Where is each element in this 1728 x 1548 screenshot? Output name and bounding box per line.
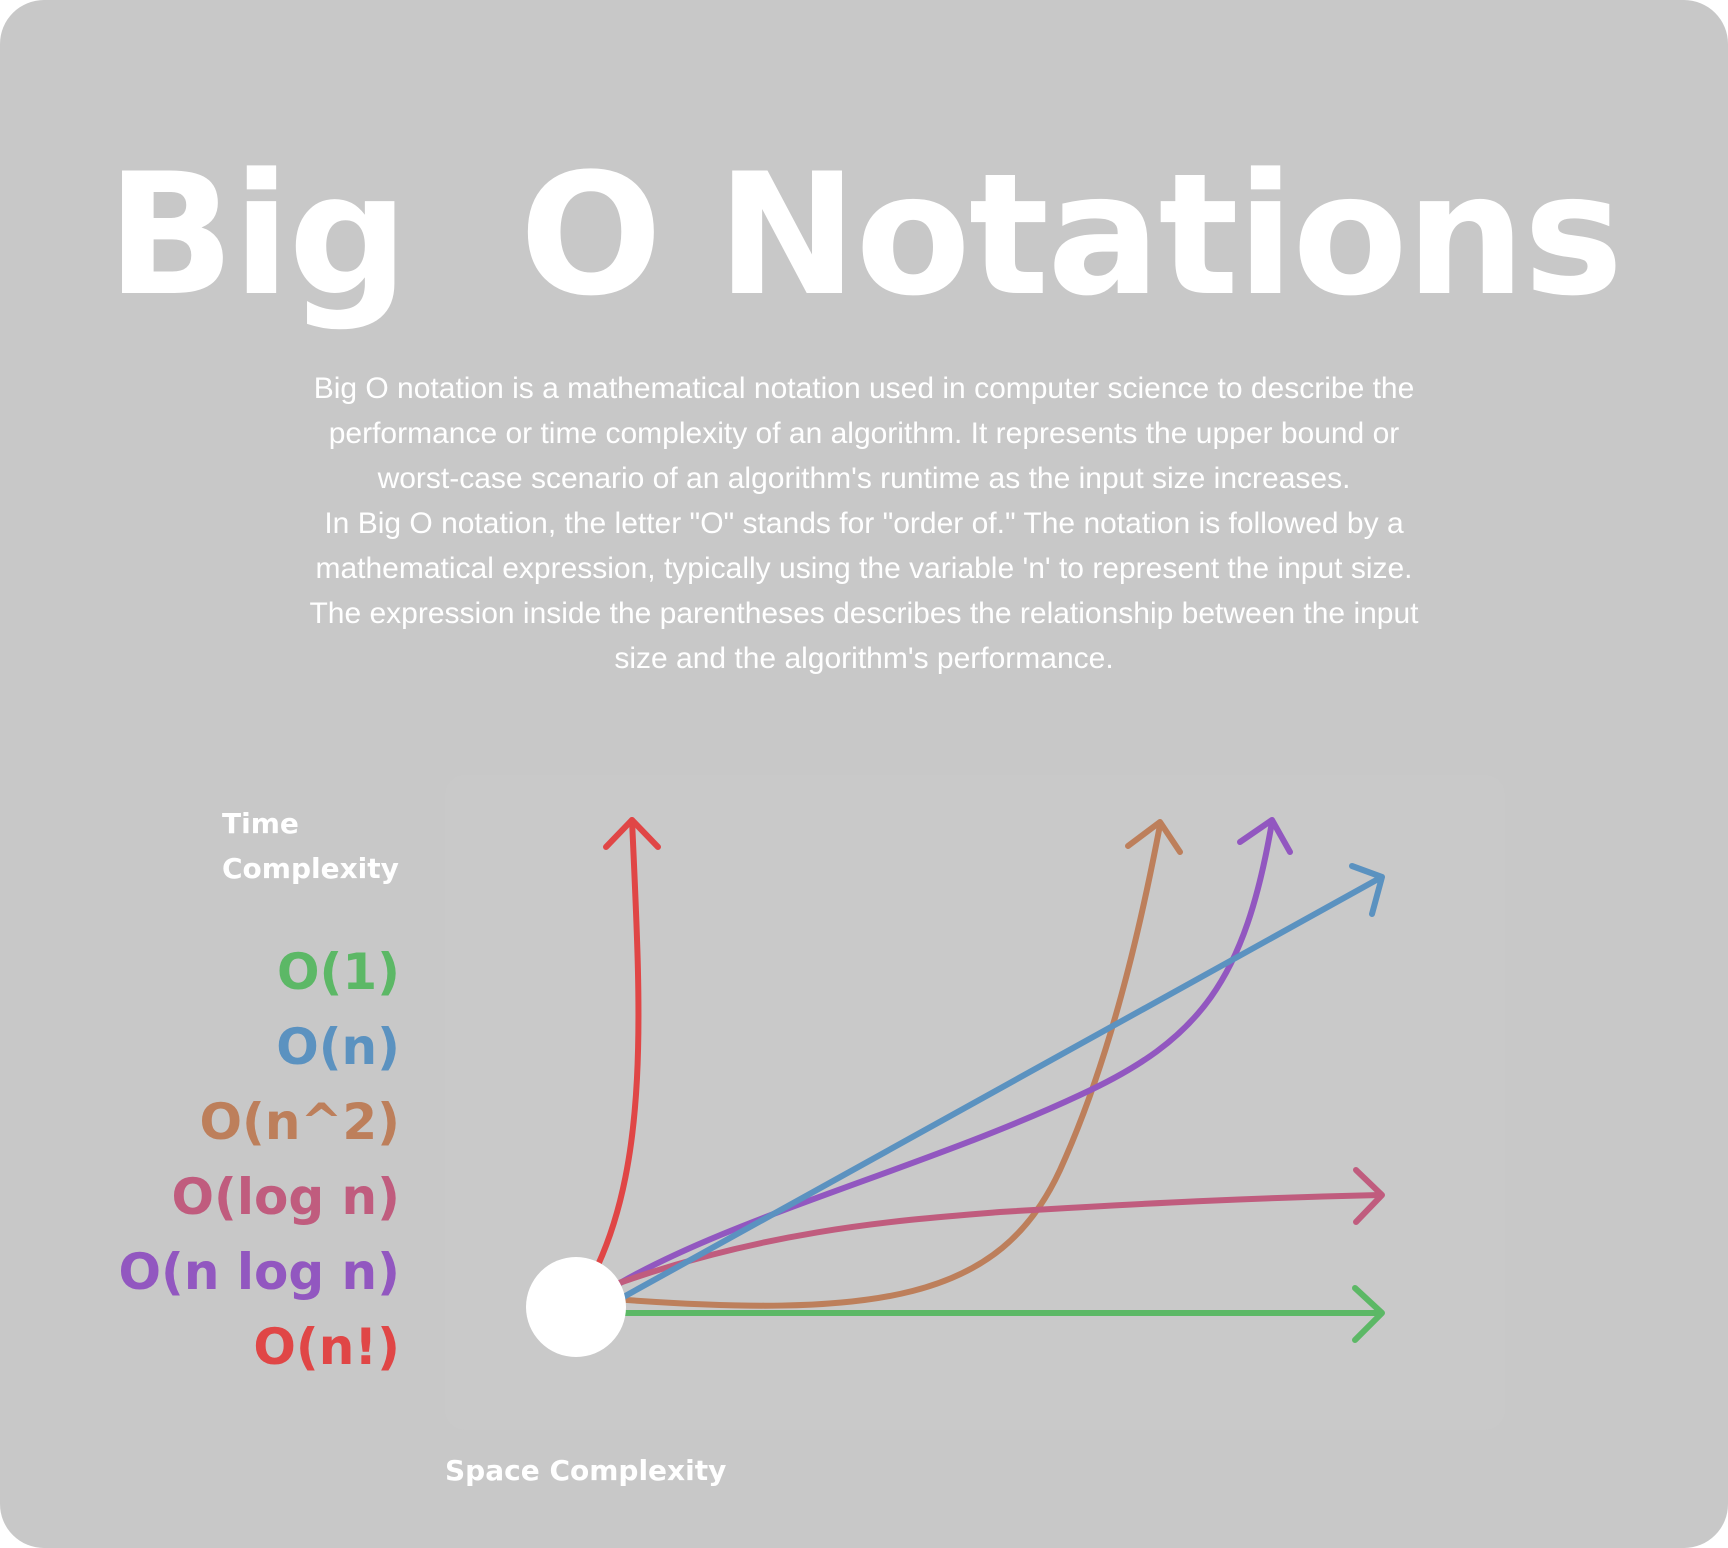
arrow-head (1125, 819, 1183, 855)
curve-o-log-n (597, 1167, 1385, 1293)
legend-item-onfact: O(n!) (253, 1318, 400, 1376)
description-line: size and the algorithm's performance. (614, 642, 1114, 675)
arrow-head (1349, 863, 1385, 917)
x-axis-label: Space Complexity (445, 1454, 727, 1487)
curve-line (602, 819, 1275, 1295)
legend-item-ologn: O(log n) (171, 1168, 401, 1226)
legend-item-o1: O(1) (277, 943, 400, 1001)
curve-line (597, 822, 1163, 1309)
description-line: performance or time complexity of an alg… (328, 417, 1400, 450)
curve-line (597, 1192, 1383, 1293)
y-axis-label-line: Time (222, 807, 299, 840)
arrow-head (603, 817, 661, 850)
arrow-head (1352, 1285, 1385, 1343)
curve-o-n-log-n (602, 817, 1293, 1295)
y-axis-label-line: Complexity (222, 852, 399, 885)
page-title: Big O Notations (106, 137, 1624, 333)
description-line: In Big O notation, the letter "O" stands… (324, 507, 1404, 540)
description-line: worst-case scenario of an algorithm's ru… (377, 462, 1351, 495)
description-paragraph: Big O notation is a mathematical notatio… (214, 366, 1514, 681)
legend-item-on: O(n) (276, 1018, 400, 1076)
legend: O(1) O(n) O(n^2) O(log n) O(n log n) O(n… (119, 935, 401, 1385)
description-line: Big O notation is a mathematical notatio… (313, 372, 1415, 405)
y-axis-label: Time Complexity (222, 801, 422, 891)
curve-o-1 (597, 1285, 1385, 1343)
curve-o-n-factorial (595, 817, 661, 1268)
curve-line (597, 875, 1383, 1313)
description-line: mathematical expression, typically using… (315, 552, 1413, 585)
origin-point (526, 1257, 626, 1357)
legend-item-on2: O(n^2) (199, 1093, 401, 1151)
legend-item-onlogn: O(n log n) (118, 1243, 401, 1301)
curve-line (595, 817, 642, 1268)
arrow-head (1237, 817, 1293, 855)
description-line: The expression inside the parentheses de… (309, 597, 1419, 630)
arrow-head (1353, 1167, 1385, 1225)
curve-o-n-squared (597, 819, 1183, 1309)
curve-o-n (597, 863, 1385, 1313)
